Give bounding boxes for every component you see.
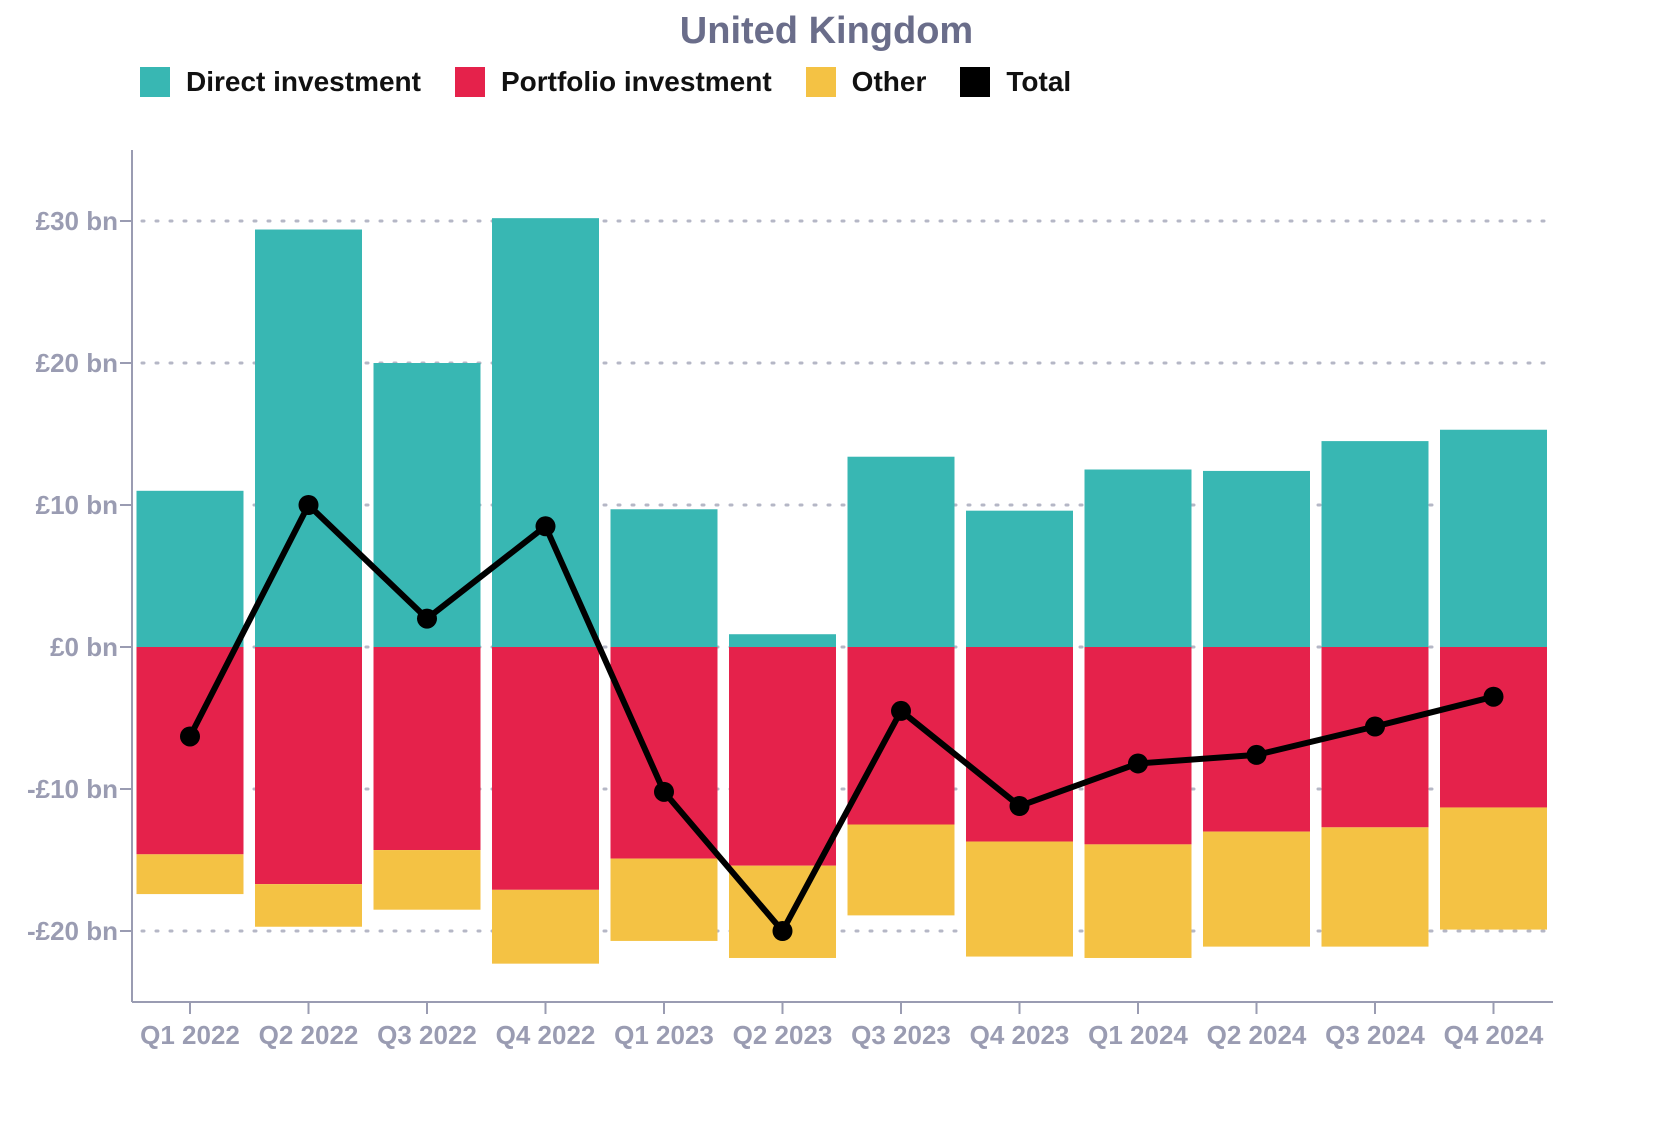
bar-other bbox=[492, 889, 599, 964]
x-tick-label: Q4 2023 bbox=[970, 1020, 1070, 1050]
bar-portfolio bbox=[610, 647, 718, 859]
bar-portfolio bbox=[729, 647, 836, 866]
bar-direct bbox=[1203, 470, 1310, 647]
bar-direct bbox=[729, 634, 836, 647]
point-total bbox=[772, 921, 793, 941]
point-total bbox=[1365, 716, 1385, 737]
bar-other bbox=[136, 854, 244, 895]
legend-swatch-portfolio bbox=[454, 67, 485, 97]
x-tick-label: Q1 2024 bbox=[1088, 1020, 1188, 1050]
bar-portfolio bbox=[255, 647, 362, 885]
x-tick-label: Q2 2022 bbox=[259, 1020, 359, 1050]
legend: Direct investment Portfolio investment Oth… bbox=[140, 66, 1105, 98]
point-total bbox=[417, 608, 437, 629]
bar-direct bbox=[966, 510, 1073, 647]
bar-direct bbox=[610, 509, 718, 647]
point-total bbox=[1246, 744, 1267, 765]
bar-direct bbox=[847, 456, 955, 647]
point-total bbox=[1128, 753, 1148, 774]
legend-item-direct: Direct investment bbox=[140, 66, 421, 98]
legend-label-portfolio: Portfolio investment bbox=[500, 66, 772, 97]
x-tick-label: Q2 2023 bbox=[733, 1020, 833, 1050]
bar-portfolio bbox=[373, 647, 481, 851]
legend-item-total: Total bbox=[960, 66, 1071, 98]
y-tick-label: £30 bn bbox=[36, 206, 118, 236]
legend-item-other: Other bbox=[805, 66, 927, 98]
bar-other bbox=[1440, 807, 1547, 930]
point-total bbox=[654, 781, 674, 802]
point-total bbox=[1009, 796, 1030, 817]
bar-direct bbox=[492, 218, 599, 647]
bar-portfolio bbox=[136, 647, 244, 855]
y-tick-label: £0 bn bbox=[50, 632, 118, 662]
x-tick-label: Q4 2024 bbox=[1444, 1020, 1544, 1050]
legend-item-portfolio: Portfolio investment bbox=[454, 66, 772, 98]
x-tick-label: Q1 2022 bbox=[140, 1020, 240, 1050]
bar-direct bbox=[136, 490, 244, 647]
bar-other bbox=[373, 850, 481, 910]
bar-direct bbox=[1084, 469, 1192, 647]
bar-other bbox=[610, 858, 718, 941]
x-tick-label: Q3 2024 bbox=[1325, 1020, 1425, 1050]
bar-direct bbox=[373, 363, 481, 647]
bar-direct bbox=[1321, 441, 1429, 647]
bar-other bbox=[847, 824, 955, 916]
bar-direct bbox=[1440, 429, 1547, 647]
bar-portfolio bbox=[1440, 647, 1547, 808]
point-total bbox=[891, 700, 911, 721]
bar-other bbox=[966, 841, 1073, 957]
bar-portfolio bbox=[1203, 647, 1310, 832]
point-total bbox=[535, 516, 556, 537]
x-tick-label: Q1 2023 bbox=[614, 1020, 714, 1050]
x-tick-label: Q3 2022 bbox=[377, 1020, 477, 1050]
bar-other bbox=[1084, 844, 1192, 958]
bar-other bbox=[1203, 831, 1310, 947]
bar-portfolio bbox=[1084, 647, 1192, 845]
legend-label-direct: Direct investment bbox=[186, 66, 421, 97]
chart-title: United Kingdom bbox=[679, 10, 974, 52]
legend-label-total: Total bbox=[1006, 66, 1072, 97]
bar-other bbox=[255, 884, 362, 927]
bar-portfolio bbox=[847, 647, 955, 825]
y-tick-label: £10 bn bbox=[36, 490, 118, 520]
bar-other bbox=[729, 865, 836, 958]
legend-swatch-total bbox=[960, 67, 991, 97]
legend-swatch-other bbox=[805, 67, 836, 97]
y-tick-label: -£10 bn bbox=[27, 774, 118, 804]
legend-swatch-direct bbox=[140, 67, 170, 97]
x-tick-label: Q4 2022 bbox=[496, 1020, 596, 1050]
point-total bbox=[180, 726, 200, 747]
bar-other bbox=[1321, 827, 1429, 947]
x-tick-label: Q2 2024 bbox=[1207, 1020, 1307, 1050]
legend-label-other: Other bbox=[851, 66, 927, 97]
bar-portfolio bbox=[492, 647, 599, 890]
x-tick-label: Q3 2023 bbox=[851, 1020, 951, 1050]
point-total bbox=[1483, 686, 1504, 707]
series-line-total bbox=[187, 502, 1497, 934]
y-tick-label: £20 bn bbox=[36, 348, 118, 378]
point-total bbox=[298, 495, 319, 515]
y-tick-label: -£20 bn bbox=[27, 916, 118, 946]
